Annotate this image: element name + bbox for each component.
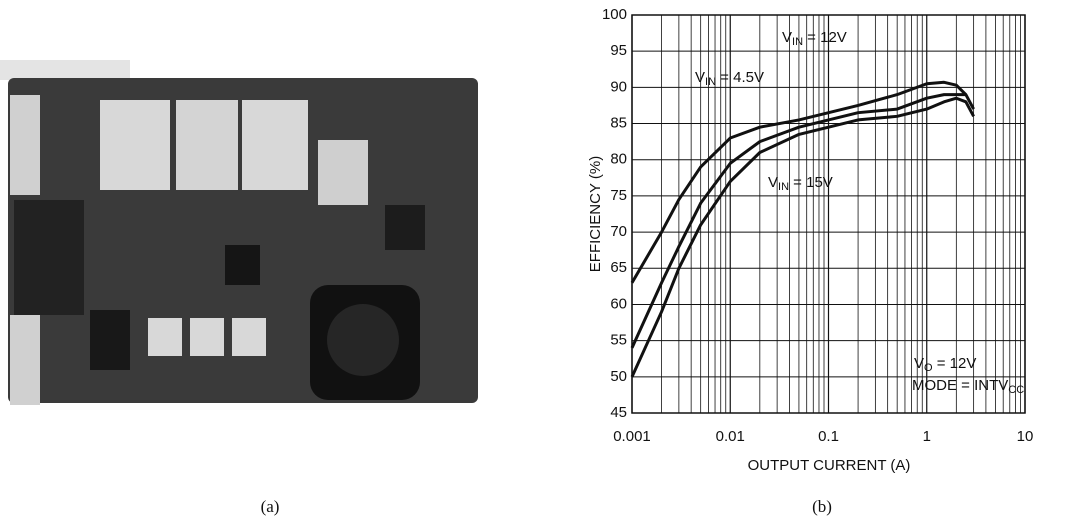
plot xyxy=(632,15,1025,413)
page: {"photo_caption": "(a)", "chart_caption"… xyxy=(0,0,1068,530)
y-tick-label: 95 xyxy=(610,42,627,59)
y-tick-label: 90 xyxy=(610,78,627,95)
x-tick-label: 0.1 xyxy=(818,428,839,445)
annotation-sub: IN xyxy=(792,36,803,48)
board-photo xyxy=(0,60,478,405)
y-tick-label: 100 xyxy=(602,6,627,23)
y-tick-label: 60 xyxy=(610,295,627,312)
caption: (b) xyxy=(812,497,832,516)
y-tick-label: 80 xyxy=(610,151,627,168)
annotation: VIN = 12V xyxy=(782,29,847,48)
annotation-sub: IN xyxy=(705,76,716,88)
annotation-sub: CC xyxy=(1008,384,1024,396)
y-tick-label: 45 xyxy=(610,404,627,421)
annotation: MODE = INTVCC xyxy=(912,377,1024,396)
annotation-main: V xyxy=(695,69,705,86)
y-tick-label: 70 xyxy=(610,223,627,240)
y-tick-label: 85 xyxy=(610,115,627,132)
annotation-main: V xyxy=(782,29,792,46)
x-tick-label: 0.01 xyxy=(716,428,745,445)
annotation-rest: = 4.5V xyxy=(716,69,764,86)
annotation: VIN = 15V xyxy=(768,174,833,193)
annotation-main: V xyxy=(914,355,924,372)
x-tick-label: 0.001 xyxy=(613,428,651,445)
x-tick-label: 1 xyxy=(923,428,931,445)
annotation-main: V xyxy=(768,174,778,191)
annotation: VO = 12V xyxy=(914,355,976,374)
caption: (a) xyxy=(261,497,280,516)
x-tick-label: 10 xyxy=(1017,428,1034,445)
annotation-rest: = 12V xyxy=(803,29,847,46)
y-tick-label: 55 xyxy=(610,332,627,349)
annotation-rest: = 12V xyxy=(933,355,977,372)
x-axis-label: OUTPUT CURRENT (A) xyxy=(748,457,911,474)
y-tick-label: 75 xyxy=(610,187,627,204)
y-axis-label: EFFICIENCY (%) xyxy=(587,156,604,272)
annotation-rest: = 15V xyxy=(789,174,833,191)
annotation-sub: IN xyxy=(778,181,789,193)
figure: (a) (b) OUTPUT CURRENT (A) EFFICIENCY (%… xyxy=(0,0,1068,530)
y-tick-label: 50 xyxy=(610,368,627,385)
annotation-main: MODE = INTV xyxy=(912,377,1008,394)
y-tick-label: 65 xyxy=(610,259,627,276)
